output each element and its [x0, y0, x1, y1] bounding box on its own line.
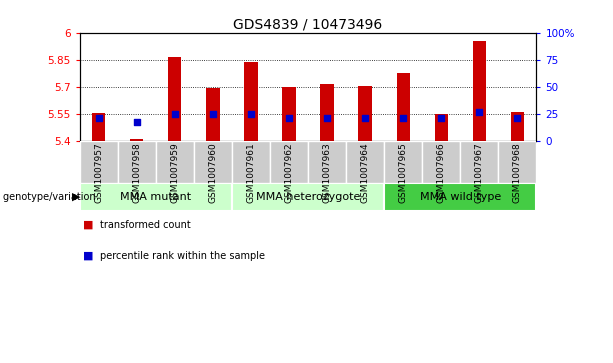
Point — [360, 115, 370, 121]
Text: genotype/variation: genotype/variation — [3, 192, 99, 202]
Point — [436, 115, 446, 121]
Bar — [359, 86, 371, 142]
Bar — [473, 41, 486, 142]
Bar — [460, 142, 498, 183]
Point — [170, 111, 180, 117]
Text: GSM1007966: GSM1007966 — [436, 143, 446, 203]
Point — [284, 115, 294, 121]
Text: MMA mutant: MMA mutant — [120, 192, 191, 202]
Bar — [308, 142, 346, 183]
Bar — [92, 113, 105, 142]
Bar — [397, 73, 410, 142]
Text: GSM1007964: GSM1007964 — [360, 143, 370, 203]
Text: GSM1007961: GSM1007961 — [246, 143, 256, 203]
Bar — [270, 142, 308, 183]
Bar — [384, 183, 536, 211]
Bar — [498, 142, 536, 183]
Text: GSM1007958: GSM1007958 — [132, 143, 141, 203]
Point — [246, 111, 256, 117]
Bar — [168, 57, 181, 142]
Bar — [346, 142, 384, 183]
Text: GSM1007968: GSM1007968 — [513, 143, 522, 203]
Bar — [80, 183, 232, 211]
Bar — [435, 114, 448, 142]
Text: GSM1007960: GSM1007960 — [208, 143, 218, 203]
Point — [474, 109, 484, 115]
Point — [94, 115, 104, 121]
Point — [322, 115, 332, 121]
Text: MMA wild type: MMA wild type — [420, 192, 501, 202]
Bar — [232, 142, 270, 183]
Bar — [118, 142, 156, 183]
Text: GSM1007962: GSM1007962 — [284, 143, 294, 203]
Text: percentile rank within the sample: percentile rank within the sample — [100, 251, 265, 261]
Text: ■: ■ — [83, 251, 93, 261]
Bar — [321, 84, 333, 142]
Bar — [422, 142, 460, 183]
Bar — [80, 142, 118, 183]
Bar — [194, 142, 232, 183]
Bar — [130, 139, 143, 142]
Text: GSM1007959: GSM1007959 — [170, 143, 180, 203]
Text: transformed count: transformed count — [100, 220, 191, 230]
Bar — [283, 87, 295, 142]
Title: GDS4839 / 10473496: GDS4839 / 10473496 — [234, 17, 383, 32]
Bar — [384, 142, 422, 183]
Bar — [206, 88, 219, 142]
Text: GSM1007967: GSM1007967 — [475, 143, 484, 203]
Point — [208, 111, 218, 117]
Point — [398, 115, 408, 121]
Bar — [156, 142, 194, 183]
Text: GSM1007963: GSM1007963 — [322, 143, 332, 203]
Bar — [245, 62, 257, 142]
Text: MMA heterozygote: MMA heterozygote — [256, 192, 360, 202]
Text: ▶: ▶ — [72, 192, 81, 202]
Text: ■: ■ — [83, 220, 93, 230]
Bar — [511, 111, 524, 142]
Bar — [232, 183, 384, 211]
Text: GSM1007965: GSM1007965 — [398, 143, 408, 203]
Point — [512, 115, 522, 121]
Point — [132, 119, 142, 125]
Text: GSM1007957: GSM1007957 — [94, 143, 103, 203]
